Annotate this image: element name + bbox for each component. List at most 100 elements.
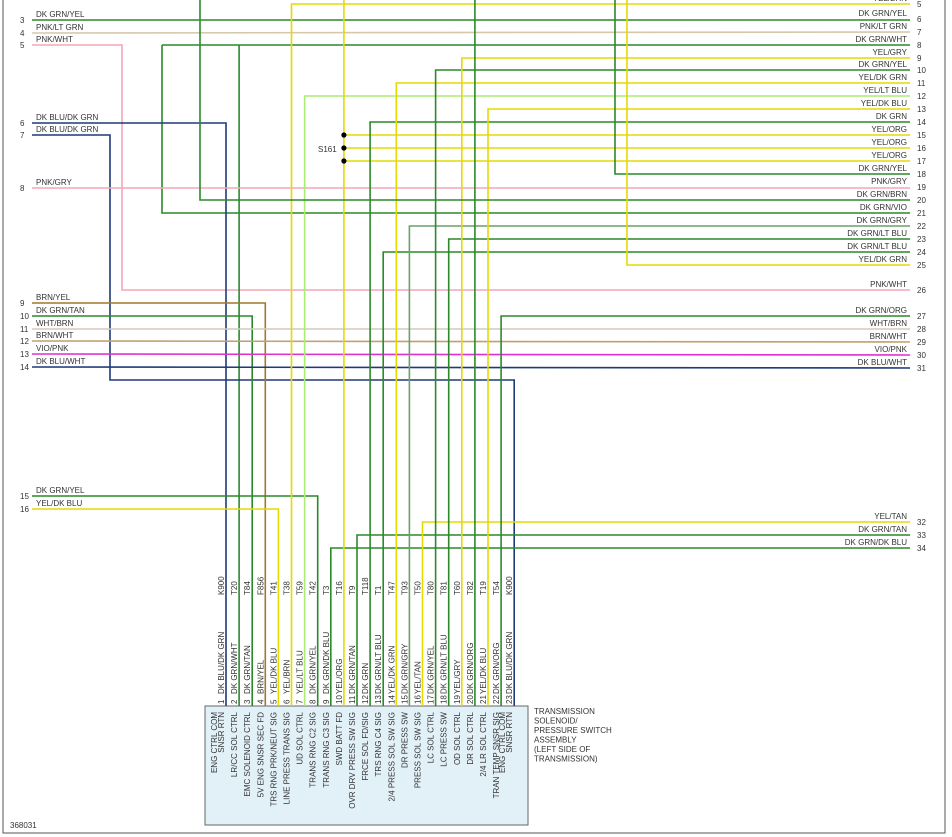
wire (500, 315, 910, 706)
wire-color: YEL/DK BLU (861, 99, 907, 108)
wire-color: BRN/YEL (256, 659, 265, 694)
wire-color: YEL/DK BLU (269, 648, 278, 694)
wire-color: PNK/LT GRN (36, 23, 83, 32)
wire (31, 340, 911, 343)
wire-color: VIO/PNK (36, 344, 69, 353)
pin-function: LR/CC SOL CTRL (230, 711, 239, 777)
wire-color: YEL/TAN (874, 512, 907, 521)
pin-function: TRAN TEMP SNSR SIG (492, 712, 501, 798)
wires (31, 0, 911, 706)
wire-color: DK GRN/YEL (309, 645, 318, 694)
wire-color: YEL/DK BLU (479, 648, 488, 694)
circuit-id: T50 (414, 581, 423, 595)
wire-color: YEL/BRN (873, 0, 907, 3)
wire (382, 251, 910, 706)
wire-color: DK GRN/ORG (466, 642, 475, 694)
wire-color: YEL/GRY (453, 659, 462, 694)
pin-number: 29 (917, 338, 926, 347)
pin-function: UD SOL CTRL (296, 711, 305, 764)
pin-number: 5 (917, 0, 922, 9)
wire-color: BRN/YEL (36, 293, 71, 302)
wire (447, 238, 910, 706)
wire (32, 134, 516, 706)
pin-function: 5V ENG SNSR SEC FD (256, 712, 265, 798)
circuit-id: T41 (269, 581, 278, 595)
circuit-id: T54 (492, 581, 501, 595)
wire (31, 366, 911, 369)
wire-color: YEL/ORG (335, 658, 344, 694)
wire-color: PNK/WHT (870, 280, 907, 289)
wire-color: DK GRN/TAN (36, 306, 85, 315)
wire (161, 45, 910, 214)
wire-color: VIO/PNK (875, 345, 908, 354)
pin-function: DR SOL CTRL (466, 711, 475, 764)
wire (32, 302, 267, 706)
pin-number: 16 (414, 695, 423, 704)
wire-color: WHT/BRN (870, 319, 908, 328)
pin-function: SNSR RTN (217, 712, 226, 753)
pin-number: 34 (917, 544, 926, 553)
pin-number: 12 (20, 337, 29, 346)
wire-color: DK GRN/YEL (427, 645, 436, 694)
wire-color: DK GRN/YEL (859, 9, 908, 18)
wire-color: DK GRN/TAN (348, 645, 357, 694)
connector-name: PRESSURE SWITCH (534, 726, 612, 735)
pin-number: 9 (917, 54, 922, 63)
wire-color: DK GRN/ORG (855, 306, 907, 315)
wire-color: DK BLU/DK GRN (36, 113, 98, 122)
circuit-id: T38 (283, 581, 292, 595)
wire (487, 108, 910, 706)
wire-color: PNK/LT GRN (860, 22, 907, 31)
pin-function: SWD BATT FD (335, 712, 344, 766)
pin-function: OD SOL CTRL (453, 711, 462, 765)
pin-number: 5 (269, 699, 278, 704)
wire (32, 495, 319, 706)
pin-number: 8 (20, 184, 25, 193)
wire (369, 121, 910, 706)
pin-number: 31 (917, 364, 926, 373)
pin-function: SNSR RTN (505, 712, 514, 753)
wire-color: DK GRN/BRN (857, 190, 907, 199)
pin-function: TRANS RNG C2 SIG (309, 712, 318, 788)
pin-number: 9 (20, 299, 25, 308)
circuit-id: T16 (335, 581, 344, 595)
wire-color: DK GRN/TAN (858, 525, 907, 534)
pin-number: 8 (309, 699, 318, 704)
pin-function: LC PRESS SW (440, 712, 449, 767)
circuit-id: T93 (400, 581, 409, 595)
pin-number: 15 (400, 695, 409, 704)
wire (626, 0, 910, 266)
pin-number: 15 (917, 131, 926, 140)
pin-number: 12 (361, 695, 370, 704)
wire-color: YEL/ORG (871, 138, 907, 147)
splice-dot (341, 145, 347, 151)
circuit-id: T59 (296, 581, 305, 595)
pin-number: 23 (917, 235, 926, 244)
wire-color: YEL/DK BLU (36, 499, 82, 508)
wire-color: BRN/WHT (36, 331, 73, 340)
wire (408, 225, 910, 706)
connector-body (204, 705, 529, 826)
circuit-id: T80 (427, 581, 436, 595)
pin-number: 18 (917, 170, 926, 179)
wire (31, 353, 911, 356)
circuit-id: T81 (440, 581, 449, 595)
pin-number: 3 (20, 16, 25, 25)
wire-color: YEL/TAN (414, 661, 423, 694)
circuit-id: F856 (256, 576, 265, 595)
wire-color: DK GRN/LT BLU (374, 634, 383, 694)
circuit-id: T3 (322, 585, 331, 595)
wire-color: DK GRN/YEL (859, 60, 908, 69)
wire-color: DK GRN/VIO (860, 203, 907, 212)
pin-number: 4 (256, 699, 265, 704)
pin-number: 23 (505, 695, 514, 704)
wire (421, 521, 910, 706)
circuit-id: T60 (453, 581, 462, 595)
wire-color: DK BLU/DK GRN (36, 125, 98, 134)
pin-function: DR PRESS SW (400, 712, 409, 768)
pin-number: 21 (917, 209, 926, 218)
pin-function: TRS RNG C4 SIG (374, 712, 383, 776)
pin-number: 1 (217, 699, 226, 704)
wire (614, 0, 910, 175)
pin-number: 11 (20, 325, 29, 334)
